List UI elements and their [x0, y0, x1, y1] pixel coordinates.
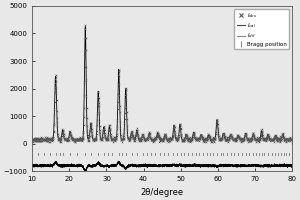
$I_{obs}$ — [290, 142, 293, 144]
Line: $I_{dif}$: $I_{dif}$ — [32, 161, 292, 173]
$I_{cal}$ — [134, 136, 137, 139]
$I_{obs}$ — [290, 138, 294, 141]
$I_{cal}$ — [290, 138, 294, 141]
$I_{obs}$ — [94, 139, 97, 141]
$I_{cal}$ — [30, 138, 34, 141]
Line: $I_{obs}$: $I_{obs}$ — [32, 24, 293, 144]
$I_{obs}$ — [30, 138, 34, 140]
$I_{cal}$ — [206, 134, 210, 137]
$I_{obs}$ — [120, 138, 124, 141]
$I_{obs}$ — [83, 24, 87, 26]
$I_{obs}$ — [286, 139, 290, 142]
$I_{obs}$ — [151, 139, 154, 142]
$I_{cal}$ — [44, 138, 48, 141]
$I_{dif}$ — [290, 163, 294, 166]
$I_{cal}$ — [83, 25, 87, 28]
$I_{cal}$ — [98, 136, 102, 138]
$I_{cal}$ — [128, 137, 132, 139]
$I_{dif}$ — [156, 165, 160, 167]
$I_{dif}$ — [30, 164, 34, 167]
Legend: $I_{obs}$, $I_{cal}$, $I_{dif}$, Bragg position: $I_{obs}$, $I_{cal}$, $I_{dif}$, Bragg p… — [234, 9, 289, 49]
$I_{dif}$ — [44, 165, 48, 167]
$I_{cal}$ — [156, 132, 160, 134]
$I_{dif}$ — [129, 165, 132, 167]
$I_{dif}$ — [206, 164, 210, 167]
$I_{dif}$ — [117, 160, 121, 162]
$I_{obs}$ — [167, 137, 170, 139]
X-axis label: 2θ/degree: 2θ/degree — [141, 188, 184, 197]
Line: $I_{cal}$: $I_{cal}$ — [32, 27, 292, 139]
$I_{dif}$ — [98, 164, 102, 166]
$I_{obs}$ — [241, 138, 245, 140]
$I_{dif}$ — [134, 164, 137, 167]
$I_{dif}$ — [84, 171, 87, 174]
